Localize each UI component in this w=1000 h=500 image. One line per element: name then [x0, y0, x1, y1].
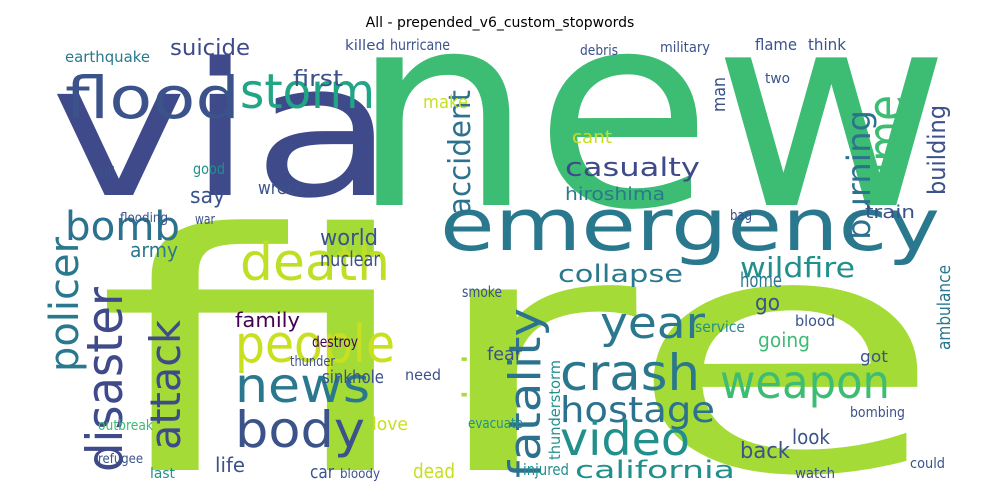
word: video: [560, 412, 690, 466]
word: evacuate: [468, 416, 523, 432]
word: disaster: [76, 287, 134, 472]
word: sinkhole: [322, 367, 384, 388]
word: fear: [487, 344, 523, 365]
word: wreck: [258, 178, 304, 199]
word: california: [575, 456, 735, 484]
word: service: [695, 318, 745, 336]
word: policer: [42, 236, 88, 372]
word: killed: [345, 38, 385, 54]
word: smoke: [462, 283, 502, 301]
word: via: [50, 23, 395, 239]
word: going: [758, 328, 810, 352]
word: two: [765, 71, 790, 87]
word: back: [740, 439, 790, 464]
word: crash: [560, 344, 700, 402]
word: got: [860, 347, 888, 366]
word: time: [857, 95, 915, 190]
word: hurricane: [390, 36, 450, 54]
word: refugee: [98, 452, 143, 467]
word: car: [310, 462, 335, 483]
word: life: [215, 453, 245, 477]
word: outbreak: [98, 418, 154, 434]
word: dead: [413, 459, 455, 483]
word: train: [865, 202, 915, 223]
word: collapse: [558, 260, 683, 288]
word: make: [423, 92, 468, 113]
word: say: [190, 184, 225, 209]
word: thunderstorm: [546, 360, 564, 460]
word: go: [755, 291, 780, 316]
word: blood: [795, 312, 835, 330]
word: army: [130, 238, 178, 262]
word: casualty: [565, 153, 700, 183]
word: emergency: [440, 183, 940, 267]
word: suicide: [170, 36, 250, 61]
word: flooding: [120, 211, 168, 226]
word: debris: [580, 43, 618, 59]
word: nuclear: [320, 247, 381, 271]
word: war: [195, 212, 215, 228]
word: last: [150, 466, 175, 482]
word: love: [372, 414, 408, 435]
word: good: [193, 160, 225, 178]
word: think: [808, 35, 847, 54]
word: bomb: [65, 204, 180, 250]
word: storm: [240, 64, 375, 120]
word: hiroshima: [565, 184, 665, 205]
word: burning: [840, 110, 878, 240]
word: flame: [755, 35, 797, 54]
word: cant: [572, 127, 612, 148]
word: people: [235, 315, 395, 375]
chart-title: All - prepended_v6_custom_stopwords: [366, 15, 635, 31]
word: death: [240, 233, 390, 293]
word: injury: [454, 290, 508, 400]
cloud-area: [45, 40, 955, 480]
word: hostage: [560, 390, 715, 431]
word: ambulance: [934, 265, 955, 350]
word: accident: [443, 90, 478, 215]
word: attack: [141, 319, 190, 450]
word: thunder: [290, 354, 335, 370]
word: man: [709, 77, 730, 112]
word: earthquake: [65, 48, 150, 66]
word: body: [235, 401, 365, 459]
word: new: [350, 0, 950, 269]
word: flood: [65, 64, 240, 132]
word: need: [405, 366, 441, 384]
word: full: [95, 165, 115, 181]
word: bag: [730, 208, 752, 224]
word: weapon: [720, 355, 890, 409]
word: military: [660, 40, 710, 56]
word: building: [923, 105, 951, 195]
word: look: [792, 425, 830, 449]
word: injured: [523, 460, 569, 479]
word: fatality: [500, 308, 551, 478]
word: year: [600, 298, 706, 349]
word: wildfire: [740, 251, 855, 284]
word: news: [235, 358, 370, 414]
word: family: [235, 308, 300, 332]
word: home: [740, 268, 782, 292]
word: world: [320, 226, 378, 251]
word: bombing: [850, 405, 905, 421]
word: destroy: [312, 333, 358, 351]
word: watch: [795, 466, 835, 482]
word: bloody: [340, 467, 380, 482]
word: could: [910, 456, 945, 472]
word: first: [293, 67, 343, 92]
word: fire: [95, 164, 945, 500]
